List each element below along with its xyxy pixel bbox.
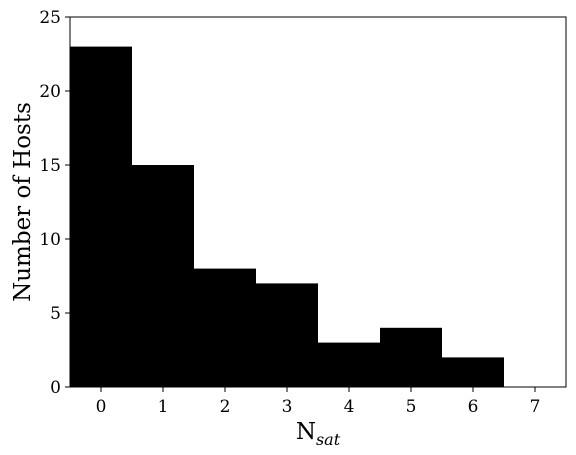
x-tick-label: 0: [96, 397, 107, 417]
bar-5: [380, 327, 442, 387]
plot-frame: [69, 16, 567, 388]
y-tick-label: 0: [50, 378, 61, 398]
bar-1: [132, 165, 194, 387]
y-tick-label: 10: [39, 230, 61, 250]
y-axis-label: Number of Hosts: [10, 102, 36, 302]
x-tick-label: 1: [158, 397, 169, 417]
bar-2: [194, 268, 256, 387]
x-axis-ticks: 0 1 2 3 4 5 6 7: [96, 387, 541, 417]
bar-6: [442, 357, 504, 387]
bar-3: [256, 283, 318, 387]
y-axis-ticks: 0 5 10 15 20 25: [39, 8, 70, 398]
x-axis-label-subscript: sat: [316, 430, 341, 449]
x-tick-label: 6: [468, 397, 479, 417]
x-tick-label: 7: [530, 397, 541, 417]
x-tick-label: 5: [406, 397, 417, 417]
bars-group: [70, 46, 504, 387]
y-tick-label: 20: [39, 82, 61, 102]
x-tick-label: 2: [220, 397, 231, 417]
x-tick-label: 4: [344, 397, 355, 417]
y-tick-label: 5: [50, 304, 61, 324]
y-tick-label: 15: [39, 156, 61, 176]
bar-0: [70, 46, 132, 387]
x-axis-label-main: N: [296, 419, 316, 445]
x-axis-label: Nsat: [296, 419, 341, 449]
x-tick-label: 3: [282, 397, 293, 417]
bar-4: [318, 342, 380, 387]
y-tick-label: 25: [39, 8, 61, 28]
